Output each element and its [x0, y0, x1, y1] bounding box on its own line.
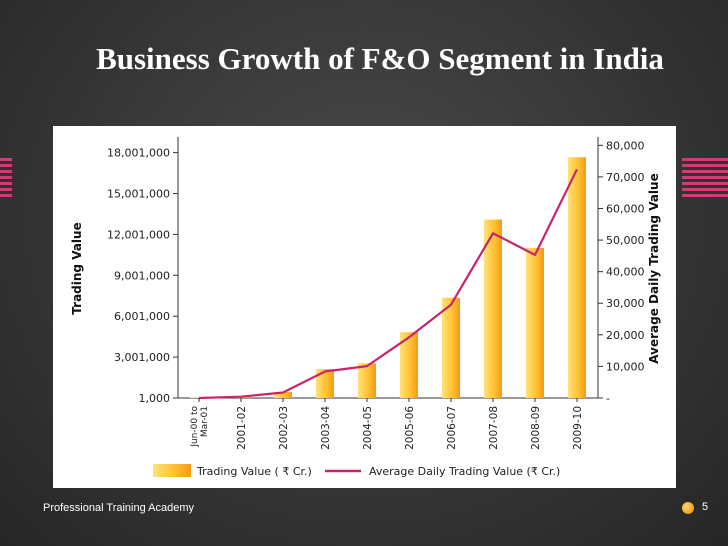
x-tick-label: 2003-04: [320, 406, 332, 450]
x-tick-label-line: 2003-04: [320, 406, 332, 450]
chart-panel: 1,000 3,001,000 6,001,000 9,001,000 12,001,0…: [53, 126, 676, 488]
x-tick-label: 2002-03: [278, 406, 290, 450]
x-tick-label: 2008-09: [530, 406, 542, 450]
y2-tick-label: 40,000: [606, 266, 645, 279]
y-tick-label: 1,000: [139, 392, 171, 405]
x-tick-label-line: Mar-01: [200, 406, 210, 437]
page-badge-icon: [682, 502, 694, 514]
y-axis-title: Trading Value: [70, 222, 84, 314]
left-stripe-decoration: [0, 158, 12, 200]
bar: [442, 297, 460, 398]
legend-bar-label: Trading Value ( ₹ Cr.): [196, 465, 312, 478]
y-tick-label: 12,001,000: [107, 228, 170, 241]
y2-tick-label: 60,000: [606, 202, 645, 215]
x-tick-label: 2005-06: [404, 406, 416, 450]
x-tick-label: 2004-05: [362, 406, 374, 450]
x-tick-label: Jun-00 toMar-01: [190, 406, 210, 448]
x-tick-label-line: 2008-09: [530, 406, 542, 450]
bar: [274, 392, 292, 398]
bar: [316, 368, 334, 398]
y-tick-label: 9,001,000: [114, 269, 170, 282]
x-tick-label: 2006-07: [446, 406, 458, 450]
y2-tick-label: -: [606, 392, 610, 405]
y2-tick-label: 20,000: [606, 329, 645, 342]
x-tick-label: 2009-10: [572, 406, 584, 450]
footer-text: Professional Training Academy: [43, 502, 195, 514]
bar: [484, 219, 502, 398]
y2-tick-label: 80,000: [606, 139, 645, 152]
legend-bar-swatch: [153, 464, 191, 477]
y-tick-label: 3,001,000: [114, 351, 170, 364]
bar: [526, 247, 544, 398]
y-tick-label: 6,001,000: [114, 310, 170, 323]
x-tick-label-line: 2007-08: [488, 406, 500, 450]
bar: [400, 332, 418, 398]
x-tick-label: 2007-08: [488, 406, 500, 450]
y2-tick-label: 70,000: [606, 171, 645, 184]
x-tick-label-line: 2005-06: [404, 406, 416, 450]
x-tick-label-line: 2006-07: [446, 406, 458, 450]
y2-tick-label: 30,000: [606, 297, 645, 310]
x-tick-label-line: 2009-10: [572, 406, 584, 450]
legend-line-label: Average Daily Trading Value (₹ Cr.): [369, 465, 560, 478]
line-series-avg-daily: [198, 168, 578, 400]
bar: [358, 363, 376, 398]
slide-title: Business Growth of F&O Segment in India: [96, 41, 664, 76]
y2-axis-title: Average Daily Trading Value: [647, 173, 661, 363]
x-tick-label-line: 2001-02: [236, 406, 248, 450]
y-tick-label: 15,001,000: [107, 188, 170, 201]
bar: [568, 157, 586, 398]
y-tick-label: 18,001,000: [107, 147, 170, 160]
x-tick-label-line: 2004-05: [362, 406, 374, 450]
x-tick-label-line: Jun-00 to: [190, 406, 200, 448]
right-stripe-decoration: [682, 158, 728, 200]
x-tick-label: 2001-02: [236, 406, 248, 450]
y2-tick-label: 50,000: [606, 234, 645, 247]
fo-growth-chart: 1,000 3,001,000 6,001,000 9,001,000 12,001,0…: [70, 137, 661, 478]
x-tick-label-line: 2002-03: [278, 406, 290, 450]
page-number: 5: [702, 501, 709, 513]
y2-tick-label: 10,000: [606, 360, 645, 373]
